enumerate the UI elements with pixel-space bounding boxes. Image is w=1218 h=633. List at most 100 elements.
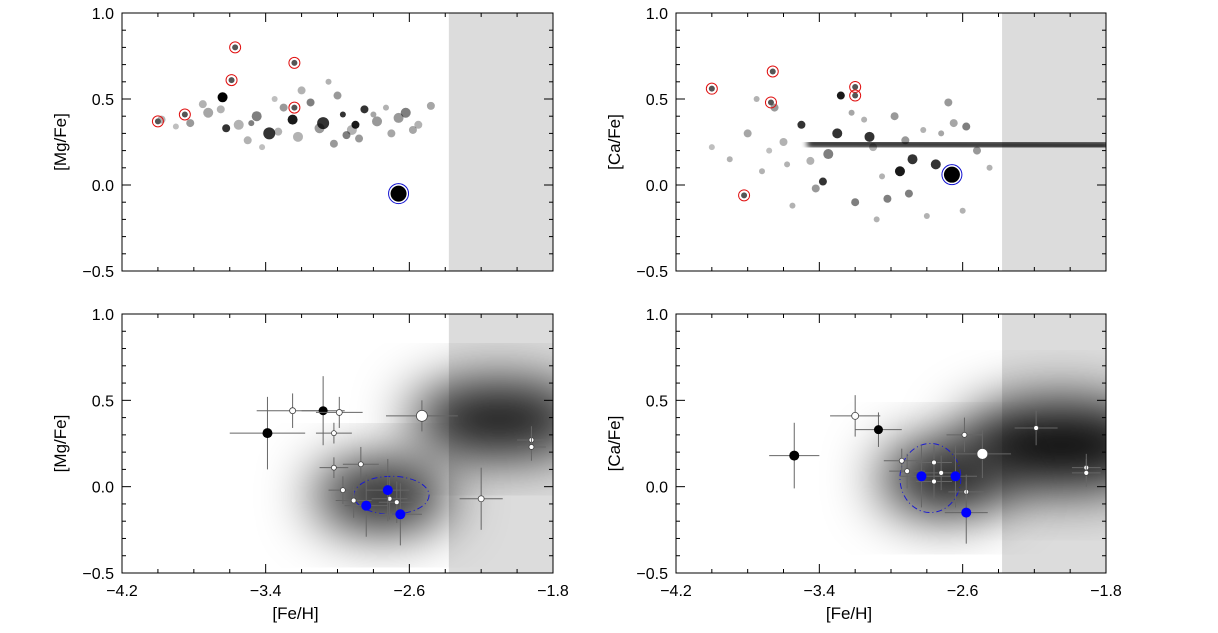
data-point [931, 478, 937, 485]
data-point [395, 509, 406, 520]
red-circle-marker [151, 115, 164, 128]
panel-bottom-right: −0.5 0.0 0.5 1.0 −4.2 −3.4 −2.6 −1.8 [Ca/Fe] [Fe/… [605, 307, 1122, 623]
data-point [339, 111, 346, 118]
y-tick-label: 0.0 [646, 480, 668, 497]
y-axis-label: [Mg/Fe] [51, 415, 70, 473]
flagged-point [232, 44, 239, 51]
data-point [851, 198, 860, 207]
density-blob [314, 462, 451, 529]
red-circle-marker [178, 108, 191, 121]
plot-area [705, 13, 1106, 271]
flagged-point [291, 59, 298, 66]
flagged-point [228, 77, 235, 84]
y-tick-label: 1.0 [646, 307, 668, 324]
data-point [851, 411, 860, 420]
data-point [314, 123, 325, 134]
error-bar-point [916, 445, 952, 480]
error-bar-point [946, 417, 983, 453]
dashed-ellipse [899, 443, 962, 514]
data-point [198, 100, 207, 109]
y-tick-label: 1.0 [92, 6, 114, 23]
data-point [864, 131, 875, 142]
data-point [297, 86, 306, 95]
blue-circle-marker [941, 164, 963, 186]
x-tick-label: −1.8 [537, 583, 569, 600]
data-point [393, 499, 400, 506]
y-axis-label: [Ca/Fe] [605, 114, 624, 170]
data-point [823, 149, 834, 160]
data-point [1033, 425, 1040, 431]
data-point [973, 146, 981, 155]
data-point [386, 495, 393, 502]
flagged-point [741, 192, 748, 199]
data-point [279, 103, 288, 112]
error-bar-point [315, 422, 352, 444]
data-point [806, 156, 815, 165]
red-circle-marker [849, 89, 862, 102]
data-point [361, 500, 372, 511]
error-bar-point [459, 467, 503, 530]
data-point [186, 119, 195, 128]
data-point [962, 122, 971, 131]
plot-area [769, 314, 1106, 573]
plot-area [151, 13, 553, 271]
data-point [317, 117, 330, 130]
data-point [938, 130, 945, 137]
data-point [726, 156, 733, 163]
data-point [873, 425, 883, 435]
data-point [898, 457, 905, 464]
y-tick-label: 1.0 [646, 6, 668, 23]
red-circle-marker [288, 101, 301, 114]
data-point [477, 495, 485, 503]
error-bar-point [342, 446, 379, 482]
data-point [836, 91, 845, 100]
panel-bottom-left: −0.5 0.0 0.5 1.0 −4.2 −3.4 −2.6 −1.8 [Mg/Fe] [Fe/… [51, 307, 569, 623]
error-bar-point [335, 483, 372, 518]
data-point [944, 98, 953, 107]
data-point [848, 109, 855, 116]
blue-circle-marker [388, 183, 410, 205]
data-point [339, 487, 346, 494]
data-point [426, 101, 435, 110]
data-point [789, 202, 796, 209]
y-tick-label: 0.5 [92, 92, 114, 109]
error-bar-point [883, 448, 920, 473]
data-point [342, 131, 351, 140]
data-point [789, 450, 800, 461]
data-point [743, 129, 752, 138]
error-bar-point [328, 476, 358, 504]
y-tick-label: 0.5 [92, 393, 114, 410]
y-tick-label: 0.5 [646, 393, 668, 410]
x-axis-label: [Fe/H] [272, 604, 318, 623]
data-point [370, 111, 377, 118]
data-point [1083, 469, 1090, 476]
data-point [907, 154, 918, 165]
y-tick-label: −0.5 [636, 566, 668, 583]
data-point [259, 144, 266, 151]
data-point [930, 159, 941, 170]
data-point [811, 184, 820, 193]
data-point [335, 409, 343, 416]
shaded-region [448, 13, 553, 271]
x-axis-label: [Fe/H] [826, 604, 872, 623]
data-point [351, 120, 360, 129]
data-point [331, 464, 337, 471]
panel-top-left: −0.5 0.0 0.5 1.0 [Mg/Fe] [51, 6, 554, 281]
data-point [920, 126, 927, 133]
flagged-point [181, 111, 188, 118]
data-point [779, 138, 788, 146]
y-axis-label: [Mg/Fe] [51, 113, 70, 171]
data-point [329, 139, 338, 148]
x-tick-label: −4.2 [106, 583, 138, 600]
data-point [357, 461, 364, 468]
red-circle-marker [288, 56, 301, 69]
data-point [923, 212, 930, 219]
flagged-point [852, 83, 859, 90]
data-point-large [217, 92, 228, 103]
error-bar-point [229, 396, 306, 470]
red-circle-marker [849, 80, 862, 93]
error-bar-point [1014, 410, 1058, 446]
data-point [318, 406, 328, 416]
data-point [949, 119, 958, 128]
x-tick-label: −3.4 [804, 583, 836, 600]
